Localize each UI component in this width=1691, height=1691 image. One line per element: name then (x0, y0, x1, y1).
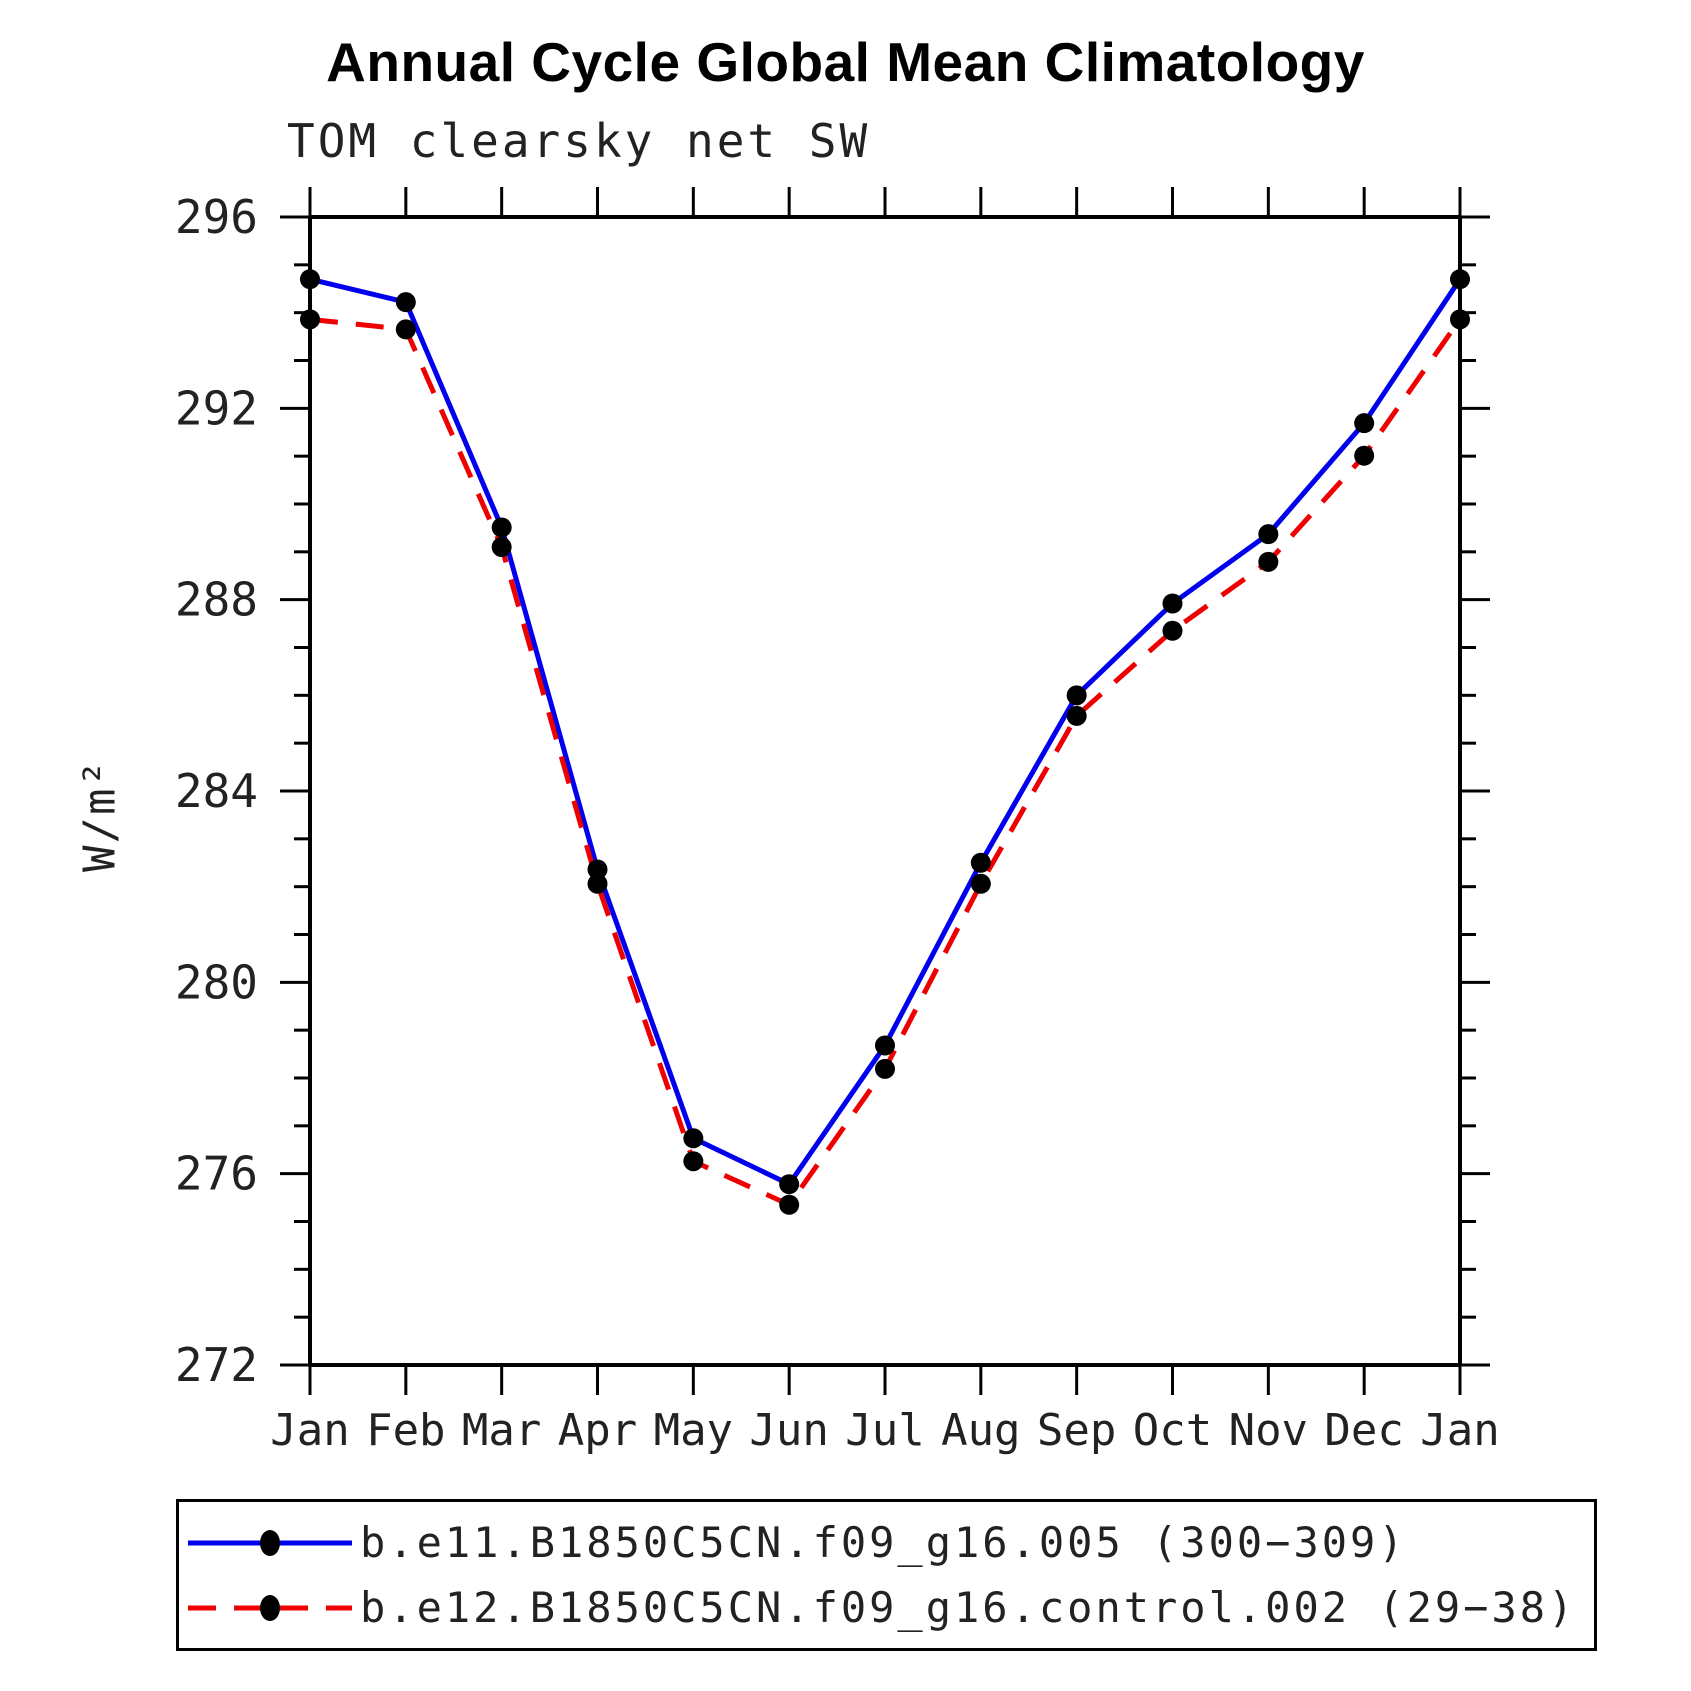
x-tick-label: Sep (1037, 1405, 1116, 1456)
y-tick-label: 296 (175, 190, 258, 244)
data-point-marker (1450, 309, 1470, 330)
data-point-marker (1258, 524, 1279, 545)
x-tick-label: Jan (1420, 1405, 1499, 1456)
data-point-marker (970, 873, 991, 894)
x-tick-label: Aug (941, 1405, 1020, 1456)
x-tick-label: Dec (1324, 1405, 1403, 1456)
data-point-marker (683, 1151, 704, 1172)
y-tick-label: 288 (175, 573, 258, 627)
data-point-marker (1162, 593, 1183, 614)
y-tick-label: 276 (175, 1147, 258, 1201)
x-tick-label: Apr (558, 1405, 637, 1456)
legend-line-sample (188, 1529, 352, 1556)
legend-label: b.e12.B1850C5CN.f09_g16.control.002 (29−… (360, 1583, 1577, 1632)
data-point-marker (587, 859, 608, 880)
legend-line-sample (188, 1594, 352, 1621)
legend-marker (260, 1529, 280, 1556)
x-tick-label: Jul (845, 1405, 924, 1456)
data-point-marker (300, 309, 320, 330)
legend-row: b.e12.B1850C5CN.f09_g16.control.002 (29−… (179, 1583, 1594, 1632)
data-point-marker (1258, 551, 1279, 572)
chart-subtitle: TOM clearsky net SW (287, 114, 871, 168)
data-point-marker (1354, 413, 1375, 434)
y-tick-label: 280 (175, 955, 258, 1009)
data-point-marker (491, 537, 512, 558)
data-point-marker (779, 1194, 800, 1215)
x-tick-label: Mar (462, 1405, 541, 1456)
data-point-marker (875, 1058, 895, 1079)
x-tick-label: Jan (270, 1405, 349, 1456)
data-point-marker (1450, 269, 1470, 290)
data-point-marker (395, 292, 416, 313)
data-point-marker (1354, 445, 1375, 466)
chart-title: Annual Cycle Global Mean Climatology (326, 31, 1365, 93)
legend-row: b.e11.B1850C5CN.f09_g16.005 (300−309) (179, 1518, 1594, 1567)
y-tick-label: 272 (175, 1338, 258, 1392)
x-tick-label: May (654, 1405, 733, 1456)
data-point-marker (1162, 620, 1183, 641)
data-point-marker (300, 269, 320, 290)
data-point-marker (970, 852, 991, 873)
y-tick-label: 284 (175, 764, 258, 818)
y-tick-label: 292 (175, 381, 258, 435)
data-point-marker (1066, 705, 1087, 726)
legend-label: b.e11.B1850C5CN.f09_g16.005 (300−309) (360, 1518, 1407, 1567)
data-point-marker (587, 873, 608, 894)
data-point-marker (1066, 685, 1087, 706)
x-tick-label: Feb (366, 1405, 445, 1456)
data-point-marker (491, 517, 512, 538)
data-point-marker (683, 1128, 704, 1149)
x-tick-label: Jun (749, 1405, 828, 1456)
legend: b.e11.B1850C5CN.f09_g16.005 (300−309) b.e… (176, 1499, 1597, 1651)
x-tick-label: Nov (1229, 1405, 1308, 1456)
data-point-marker (779, 1174, 800, 1195)
data-point-marker (395, 319, 416, 340)
data-point-marker (875, 1035, 895, 1056)
legend-marker (260, 1594, 280, 1621)
x-tick-label: Oct (1133, 1405, 1212, 1456)
